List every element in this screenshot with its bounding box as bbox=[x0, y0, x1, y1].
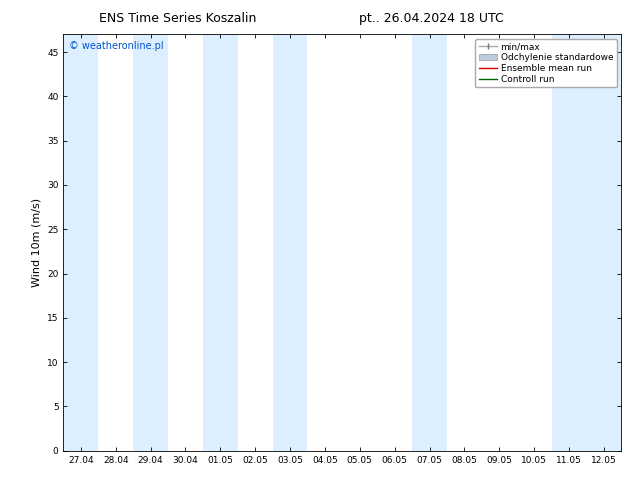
Bar bbox=[552, 34, 586, 451]
Y-axis label: Wind 10m (m/s): Wind 10m (m/s) bbox=[32, 198, 41, 287]
Text: pt.. 26.04.2024 18 UTC: pt.. 26.04.2024 18 UTC bbox=[359, 12, 503, 25]
Text: © weatheronline.pl: © weatheronline.pl bbox=[69, 41, 164, 50]
Bar bbox=[586, 34, 621, 451]
Bar bbox=[63, 34, 98, 451]
Legend: min/max, Odchylenie standardowe, Ensemble mean run, Controll run: min/max, Odchylenie standardowe, Ensembl… bbox=[476, 39, 617, 87]
Text: ENS Time Series Koszalin: ENS Time Series Koszalin bbox=[99, 12, 256, 25]
Bar bbox=[203, 34, 238, 451]
Bar bbox=[273, 34, 307, 451]
Bar bbox=[412, 34, 447, 451]
Bar bbox=[133, 34, 168, 451]
